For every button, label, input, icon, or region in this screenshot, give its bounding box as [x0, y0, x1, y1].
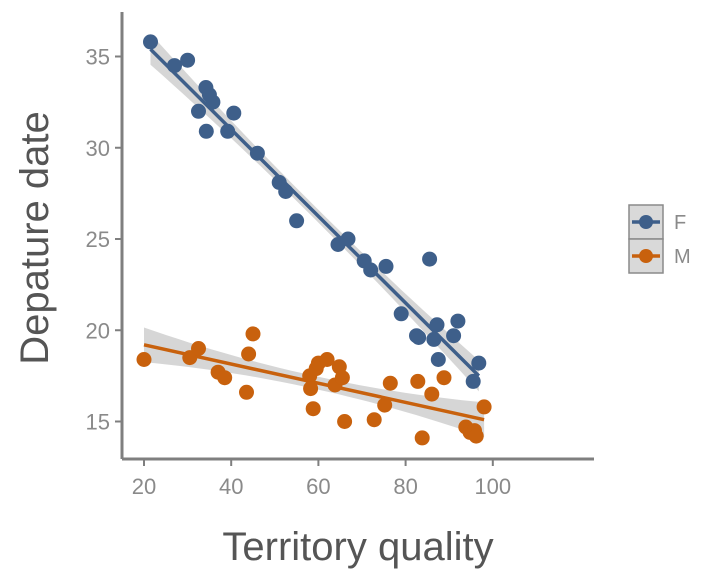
point-M-17	[337, 414, 353, 429]
point-F-8	[226, 105, 242, 121]
y-tick-label-20: 20	[86, 318, 110, 343]
point-F-25	[430, 352, 446, 367]
fit-line-F	[149, 47, 481, 378]
point-F-19	[393, 306, 409, 322]
point-M-22	[414, 430, 430, 446]
point-F-24	[429, 317, 445, 333]
point-F-7	[198, 123, 214, 139]
point-M-9	[303, 381, 319, 397]
point-F-21	[411, 330, 427, 345]
point-F-18	[378, 258, 394, 274]
data-points	[136, 34, 492, 446]
point-F-28	[465, 373, 481, 389]
point-M-13	[319, 352, 335, 367]
point-M-0	[136, 352, 152, 367]
point-M-29	[476, 399, 492, 415]
x-tick-labels: 20 40 60 80 100	[132, 474, 511, 499]
y-axis-title: Depature date	[13, 111, 57, 365]
point-F-23	[426, 331, 442, 347]
point-M-16	[334, 370, 350, 386]
point-F-12	[278, 184, 294, 199]
x-tick-label-20: 20	[132, 474, 156, 499]
point-M-19	[377, 397, 393, 413]
x-axis-title: Territory quality	[222, 525, 493, 569]
point-M-4	[217, 370, 233, 386]
legend-label-F: F	[674, 212, 686, 234]
x-tick-label-80: 80	[393, 474, 417, 499]
y-tick-label-25: 25	[86, 227, 110, 252]
axes	[115, 12, 594, 466]
point-M-2	[191, 341, 206, 356]
x-tick-label-100: 100	[474, 474, 511, 499]
point-F-13	[289, 213, 305, 229]
x-tick-label-40: 40	[219, 474, 243, 499]
legend-label-M: M	[674, 246, 691, 268]
y-tick-labels: 15 20 25 30 35	[86, 45, 110, 435]
point-M-5	[239, 384, 254, 400]
point-M-20	[382, 375, 398, 391]
point-F-15	[340, 231, 356, 247]
point-F-27	[450, 313, 466, 329]
point-M-24	[436, 370, 452, 386]
point-F-17	[363, 262, 379, 278]
point-F-29	[471, 355, 487, 371]
x-tick-label-60: 60	[306, 474, 330, 499]
legend-marker-F	[639, 215, 653, 229]
legend-marker-M	[639, 249, 653, 263]
point-M-18	[366, 412, 382, 428]
point-F-3	[191, 103, 206, 119]
point-F-10	[249, 145, 265, 161]
point-M-10	[305, 401, 321, 417]
y-tick-label-35: 35	[86, 45, 110, 70]
point-F-22	[422, 251, 438, 267]
point-F-6	[205, 94, 221, 110]
point-M-23	[424, 386, 440, 402]
point-M-28	[468, 428, 484, 444]
y-tick-label-15: 15	[86, 410, 110, 435]
point-F-26	[446, 328, 462, 344]
point-F-9	[220, 123, 236, 139]
point-F-0	[143, 34, 158, 50]
point-F-2	[180, 52, 196, 68]
point-M-7	[245, 326, 261, 342]
legend: FM	[628, 204, 691, 274]
point-F-1	[167, 58, 182, 74]
y-tick-label-30: 30	[86, 136, 110, 161]
point-M-6	[241, 346, 257, 362]
point-M-21	[410, 373, 426, 389]
